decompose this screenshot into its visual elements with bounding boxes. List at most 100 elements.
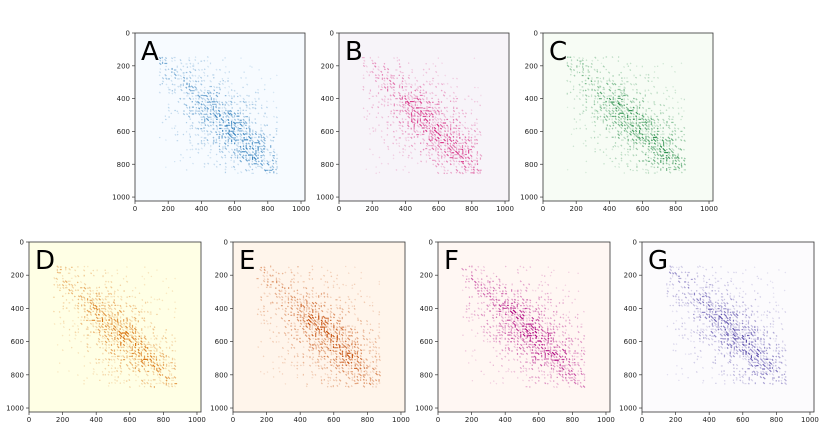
heatmap-cell [581, 349, 583, 352]
heatmap-cell [254, 103, 257, 106]
heatmap-cell [438, 107, 441, 109]
heatmap-cell [455, 168, 459, 172]
heatmap-cell [110, 332, 113, 335]
heatmap-cell [197, 77, 199, 79]
heatmap-cell [378, 337, 381, 339]
heatmap-cell [311, 373, 314, 376]
heatmap-cell [410, 86, 413, 88]
heatmap-cell [736, 310, 738, 313]
heatmap-cell [531, 289, 534, 292]
heatmap-cell [711, 274, 714, 277]
heatmap-cell [594, 95, 597, 98]
heatmap-cell [266, 295, 269, 297]
heatmap-cell [706, 307, 708, 310]
heatmap-cell [223, 111, 227, 115]
heatmap-cell [519, 326, 524, 328]
heatmap-cell [191, 113, 195, 115]
heatmap-cell [526, 299, 529, 301]
heatmap-cell [623, 104, 626, 107]
heatmap-cell [605, 115, 609, 118]
heatmap-cell [436, 156, 440, 160]
heatmap-cell [538, 296, 541, 299]
heatmap-cell [226, 124, 231, 126]
heatmap-cell [772, 326, 774, 328]
heatmap-cell [272, 139, 275, 142]
heatmap-cell [468, 149, 470, 154]
heatmap-cell [581, 57, 585, 60]
heatmap-cell [513, 345, 516, 349]
heatmap-cell [150, 296, 153, 299]
heatmap-cell [414, 89, 417, 92]
heatmap-cell [338, 316, 341, 320]
heatmap-cell [565, 357, 568, 361]
heatmap-cell [552, 364, 556, 368]
heatmap-cell [422, 138, 426, 142]
heatmap-cell [534, 289, 537, 292]
heatmap-cell [330, 351, 332, 356]
heatmap-cell [590, 66, 593, 68]
heatmap-cell [89, 299, 93, 301]
heatmap-cell [763, 329, 766, 331]
heatmap-cell [287, 349, 290, 352]
heatmap-cell [750, 313, 753, 316]
heatmap-cell [253, 153, 258, 157]
heatmap-cell [350, 364, 353, 367]
x-tick-label: 1000 [392, 416, 410, 424]
heatmap-cell [245, 147, 248, 150]
heatmap-cell [359, 355, 362, 358]
heatmap-cell [732, 322, 736, 326]
heatmap-cell [98, 323, 101, 325]
heatmap-cell [137, 320, 139, 323]
heatmap-cell [385, 74, 389, 77]
heatmap-cell [671, 156, 674, 159]
heatmap-cell [360, 352, 362, 355]
heatmap-cell [182, 133, 185, 136]
y-tick-label: 1000 [520, 194, 538, 202]
heatmap-cell [508, 310, 510, 313]
y-tick-label: 400 [117, 95, 130, 103]
heatmap-cell [95, 292, 98, 295]
heatmap-cell [556, 328, 559, 331]
x-tick-label: 400 [603, 205, 616, 213]
heatmap-cell [262, 274, 266, 278]
heatmap-cell [101, 301, 104, 304]
heatmap-cell [541, 317, 543, 319]
heatmap-cell [180, 88, 183, 92]
heatmap-cell [656, 161, 660, 165]
heatmap-cell [581, 347, 583, 349]
heatmap-cell [714, 324, 718, 328]
heatmap-cell [564, 341, 566, 343]
heatmap-cell [462, 316, 465, 319]
heatmap-cell [77, 298, 80, 301]
heatmap-cell [248, 121, 251, 124]
heatmap-cell [353, 283, 356, 285]
heatmap-cell [203, 94, 207, 97]
heatmap-cell [366, 109, 369, 112]
heatmap-cell [534, 349, 538, 353]
heatmap-cell [446, 106, 448, 109]
heatmap-cell [428, 83, 432, 86]
heatmap-cell [200, 116, 204, 118]
heatmap-cell [450, 124, 452, 127]
heatmap-cell [698, 313, 702, 317]
heatmap-cell [483, 373, 485, 376]
heatmap-cell [101, 335, 104, 338]
heatmap-cell [159, 59, 162, 62]
heatmap-cell [588, 74, 591, 77]
heatmap-cell [341, 337, 344, 340]
heatmap-cell [255, 150, 257, 155]
heatmap-cell [638, 141, 642, 145]
heatmap-cell [605, 100, 608, 103]
heatmap-cell [561, 375, 565, 379]
heatmap-cell [67, 292, 70, 295]
heatmap-cell [219, 88, 221, 91]
heatmap-cell [432, 77, 435, 80]
heatmap-cell [532, 332, 535, 334]
heatmap-cell [278, 284, 281, 287]
heatmap-cell [623, 147, 626, 150]
heatmap-cell [629, 100, 633, 104]
heatmap-cell [320, 365, 323, 367]
heatmap-cell [321, 367, 324, 370]
heatmap-cell [512, 307, 517, 309]
